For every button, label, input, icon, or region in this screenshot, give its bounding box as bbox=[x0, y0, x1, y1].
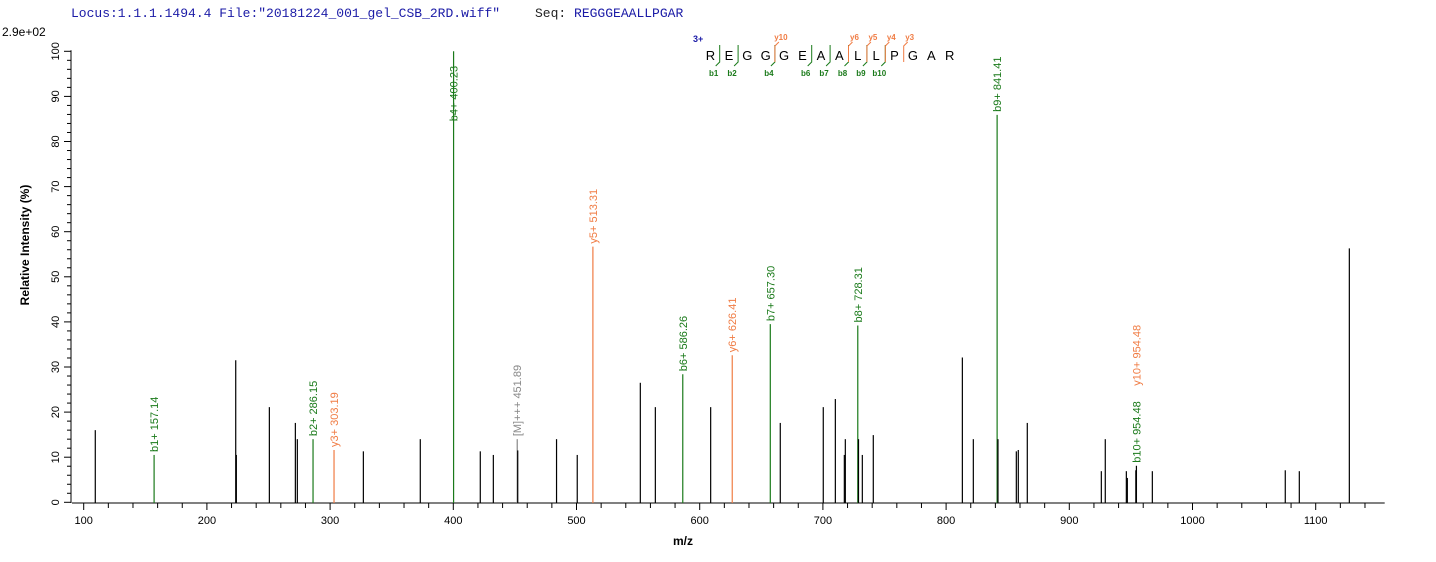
b-cleavage-mark bbox=[825, 45, 831, 67]
locus-text: Locus:1.1.1.1494.4 bbox=[71, 6, 212, 21]
y-cleavage-mark bbox=[774, 41, 780, 62]
peak-label: b8+ 728.31 bbox=[853, 267, 865, 322]
b-cleavage-mark bbox=[733, 45, 739, 67]
y-cleavage-mark bbox=[884, 41, 890, 62]
file-text: File:"20181224_001_gel_CSB_2RD.wiff" bbox=[219, 6, 501, 21]
b-cleavage-mark bbox=[770, 45, 776, 67]
peak-label: b9+ 841.41 bbox=[992, 57, 1004, 112]
b-ion-label: b9 bbox=[856, 69, 866, 78]
residue: E bbox=[798, 48, 807, 63]
peak-label: b1+ 157.14 bbox=[149, 397, 161, 452]
b-ion-label: b8 bbox=[838, 69, 848, 78]
y-tick-label: 100 bbox=[50, 42, 62, 60]
peak-label: y10+ 954.48 bbox=[1131, 325, 1143, 386]
peak-label: b6+ 586.26 bbox=[678, 316, 690, 371]
x-tick-label: 700 bbox=[814, 515, 832, 527]
y-tick-label: 20 bbox=[50, 406, 62, 418]
residue: E bbox=[725, 48, 734, 63]
y-cleavage-mark bbox=[848, 41, 853, 62]
residue: A bbox=[817, 48, 826, 63]
peak-label: b10+ 954.48 bbox=[1131, 401, 1143, 462]
y-tick-label: 50 bbox=[50, 271, 62, 283]
residue: R bbox=[706, 48, 715, 63]
peak-label: y6+ 626.41 bbox=[727, 298, 739, 353]
x-tick-label: 500 bbox=[567, 515, 585, 527]
y-tick-label: 90 bbox=[50, 90, 62, 102]
residue: G bbox=[779, 48, 789, 63]
residue: R bbox=[945, 48, 954, 63]
y-tick-label: 0 bbox=[50, 499, 62, 505]
residue: G bbox=[908, 48, 918, 63]
y-tick-label: 70 bbox=[50, 180, 62, 192]
y-tick-label: 30 bbox=[50, 361, 62, 373]
b-cleavage-mark bbox=[807, 45, 813, 67]
b-ion-label: b6 bbox=[801, 69, 811, 78]
x-tick-label: 200 bbox=[198, 515, 216, 527]
x-tick-label: 900 bbox=[1060, 515, 1078, 527]
y-tick-label: 60 bbox=[50, 226, 62, 238]
peak-label: [M]+++ 451.89 bbox=[512, 365, 524, 436]
residue: P bbox=[890, 48, 899, 63]
b-ion-label: b1 bbox=[709, 69, 719, 78]
x-tick-label: 1100 bbox=[1304, 515, 1328, 527]
residue: A bbox=[835, 48, 844, 63]
b-ion-label: b2 bbox=[727, 69, 737, 78]
y-ion-label: y4 bbox=[887, 33, 896, 42]
seq-value: REGGGEAALLPGAR bbox=[574, 6, 684, 21]
b-cleavage-mark bbox=[862, 45, 868, 67]
y-axis-title: Relative Intensity (%) bbox=[18, 185, 32, 306]
y-cleavage-mark bbox=[866, 41, 872, 62]
max-intensity-label: 2.9e+02 bbox=[2, 25, 46, 39]
residue: A bbox=[927, 48, 936, 63]
residue: G bbox=[761, 48, 771, 63]
peak-label: b7+ 657.30 bbox=[765, 266, 777, 321]
b-cleavage-mark bbox=[715, 45, 721, 67]
x-tick-label: 300 bbox=[321, 515, 339, 527]
b-cleavage-mark bbox=[880, 45, 886, 67]
x-tick-label: 100 bbox=[75, 515, 93, 527]
peak-label: y5+ 513.31 bbox=[588, 189, 600, 244]
y-ion-label: y6 bbox=[850, 33, 859, 42]
b-ion-label: b7 bbox=[819, 69, 829, 78]
peak-label: b4+ 400.23 bbox=[449, 66, 461, 121]
b-cleavage-mark bbox=[844, 45, 849, 67]
x-tick-label: 1000 bbox=[1180, 515, 1204, 527]
peak-label: b2+ 286.15 bbox=[308, 381, 320, 436]
y-ion-label: y10 bbox=[774, 33, 788, 42]
residue: L bbox=[854, 48, 861, 63]
y-tick-label: 80 bbox=[50, 135, 62, 147]
y-ion-label: y3 bbox=[905, 33, 914, 42]
sequence-header: Seq: REGGGEAALLPGAR bbox=[535, 6, 683, 21]
charge-label: 3+ bbox=[693, 34, 703, 44]
b-ion-label: b4 bbox=[764, 69, 774, 78]
b-ion-label: b10 bbox=[872, 69, 886, 78]
spectrum-header: Locus:1.1.1.1494.4 File:"20181224_001_ge… bbox=[71, 6, 500, 21]
y-tick-label: 40 bbox=[50, 316, 62, 328]
y-cleavage-mark bbox=[903, 41, 909, 62]
y-ion-label: y5 bbox=[868, 33, 877, 42]
peak-label: y3+ 303.19 bbox=[329, 392, 341, 447]
residue: G bbox=[742, 48, 752, 63]
x-tick-label: 400 bbox=[444, 515, 462, 527]
x-tick-label: 800 bbox=[937, 515, 955, 527]
seq-label: Seq: bbox=[535, 6, 567, 21]
x-tick-label: 600 bbox=[691, 515, 709, 527]
residue: L bbox=[872, 48, 879, 63]
y-tick-label: 10 bbox=[50, 451, 62, 463]
x-axis-title: m/z bbox=[673, 534, 693, 548]
